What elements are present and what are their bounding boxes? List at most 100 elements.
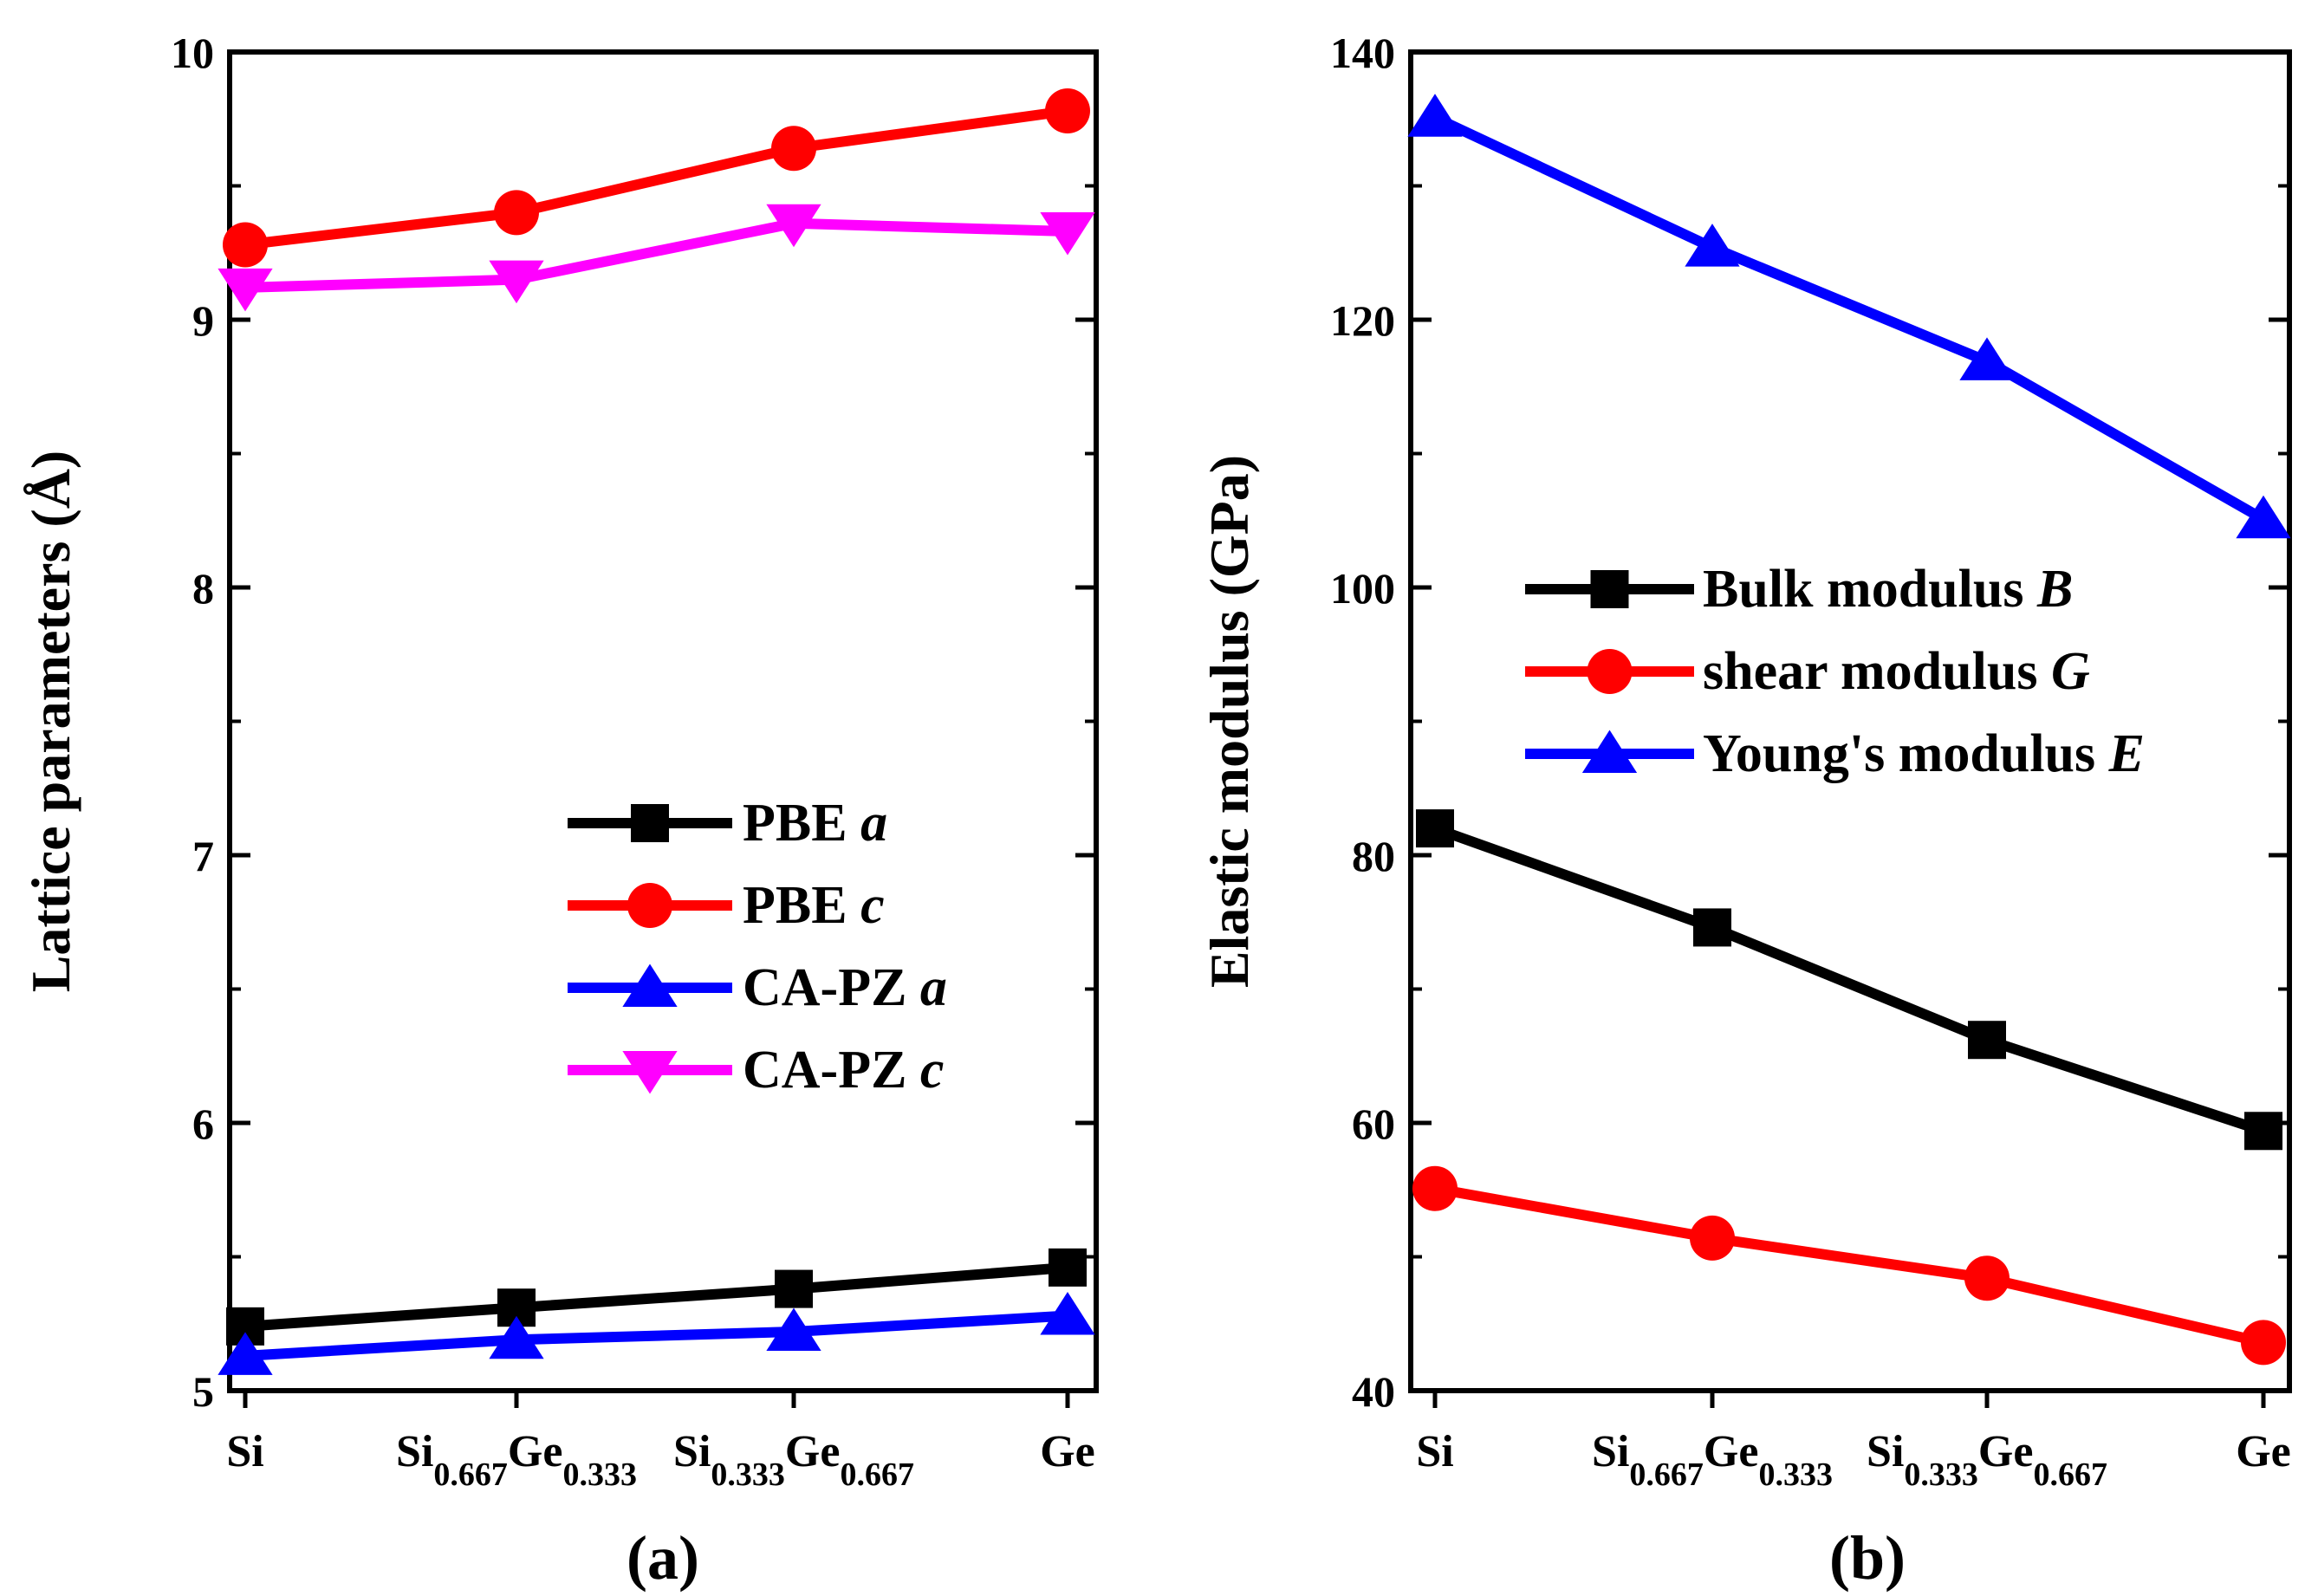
plot-frame (1408, 49, 2292, 1393)
legend-label: CA-PZ a (743, 958, 947, 1017)
y-tick-label: 5 (192, 1367, 214, 1416)
x-tick-text: Ge (2236, 1427, 2291, 1476)
x-tick-element: Ge (508, 1427, 563, 1476)
data-point (1416, 809, 1454, 848)
legend-label: PBE a (743, 794, 887, 853)
legend-swatch-marker (1590, 570, 1629, 608)
series-ca-pzc (218, 204, 1095, 312)
data-point (2244, 1112, 2282, 1151)
legend-label-var: c (920, 1041, 945, 1100)
legend-label-name: Bulk modulus (1703, 560, 2037, 619)
y-tick-label: 8 (192, 564, 214, 613)
data-point (218, 1332, 273, 1375)
x-tick-subscript: 0.333 (1758, 1457, 1833, 1493)
y-tick-label: 60 (1352, 1100, 1395, 1148)
x-tick-subscript: 0.333 (562, 1457, 637, 1493)
legend-label-name: PBE (743, 876, 860, 935)
legend-label-var: c (860, 876, 885, 935)
series-line (1432, 823, 2265, 1136)
legend-entry: Bulk modulus B (1525, 560, 2073, 619)
y-axis-title-close: ) (20, 451, 81, 469)
legend-swatch-marker (631, 804, 669, 842)
legend-label-name: PBE (743, 794, 860, 853)
x-tick-label: Si0.333Ge0.667 (1867, 1427, 2107, 1493)
legend-label: Bulk modulus B (1703, 560, 2073, 619)
legend-entry: Young's modulus E (1525, 724, 2145, 783)
data-point (2236, 495, 2291, 539)
y-tick-label: 7 (192, 832, 214, 880)
x-tick-element: Ge (785, 1427, 841, 1476)
x-tick-subscript: 0.667 (433, 1457, 508, 1493)
data-point (1040, 1291, 1095, 1335)
data-point (1407, 94, 1463, 137)
series-pbec (223, 88, 1090, 268)
data-point (494, 190, 539, 236)
legend-label-var: G (2051, 642, 2090, 701)
y-tick-label: 40 (1352, 1367, 1395, 1416)
y-axis-title: Lattice parameters (Å) (20, 451, 81, 993)
y-axis-title-text: Elastic modulus (GPa) (1198, 455, 1260, 988)
y-axis-title-text: Lattice parameters ( (20, 509, 81, 992)
x-tick-label: Si0.333Ge0.667 (673, 1427, 914, 1493)
legend-label-name: CA-PZ (743, 958, 920, 1017)
data-point (771, 126, 816, 172)
x-tick-subscript: 0.667 (2033, 1457, 2107, 1493)
data-point (1685, 224, 1740, 267)
legend-entry: shear modulus G (1525, 642, 2090, 701)
series-young-s-modulusE (1407, 94, 2291, 539)
series-bulk-modulusB (1416, 809, 2282, 1151)
data-point (223, 222, 268, 268)
data-point (2241, 1320, 2286, 1366)
data-point (489, 260, 544, 304)
legend-entry: CA-PZ a (568, 958, 947, 1017)
x-tick-subscript: 0.333 (1904, 1457, 1978, 1493)
data-point (766, 1307, 821, 1352)
series-line (244, 106, 1068, 250)
x-tick-element: Si (396, 1427, 433, 1476)
x-tick-label: Ge (1040, 1427, 1095, 1476)
x-tick-element: Si (1592, 1427, 1629, 1476)
panel-label: (b) (1829, 1523, 1906, 1593)
legend-swatch-marker (1581, 730, 1638, 773)
y-tick-label: 100 (1330, 564, 1395, 613)
series-line (244, 1262, 1068, 1332)
x-tick-label: Si (226, 1427, 263, 1476)
series-line (244, 1310, 1068, 1361)
legend-label-var: a (860, 794, 887, 853)
legend-label: Young's modulus E (1703, 724, 2145, 783)
series-line (1433, 1183, 2265, 1348)
data-point (766, 204, 821, 248)
legend-label: CA-PZ c (743, 1041, 944, 1100)
data-point (489, 1315, 544, 1359)
legend-label-name: CA-PZ (743, 1041, 920, 1100)
y-axis-title: Elastic modulus (GPa) (1198, 455, 1260, 988)
legend-entry: PBE a (568, 794, 887, 853)
y-tick-label: 6 (192, 1100, 214, 1148)
x-tick-label: Ge (2236, 1427, 2291, 1476)
x-tick-element: Ge (1704, 1427, 1759, 1476)
series-shear-modulusG (1412, 1165, 2286, 1366)
series-ca-pza (218, 1291, 1095, 1375)
data-point (1693, 908, 1731, 947)
x-tick-subscript: 0.667 (840, 1457, 914, 1493)
legend-label-var: B (2036, 560, 2073, 619)
x-tick-subscript: 0.333 (711, 1457, 785, 1493)
legend-label-var: a (920, 958, 947, 1017)
x-tick-label: Si (1416, 1427, 1453, 1476)
x-tick-text: Si (226, 1427, 263, 1476)
y-tick-label: 80 (1352, 832, 1395, 880)
x-tick-subscript: 0.667 (1629, 1457, 1704, 1493)
series-line (1432, 113, 2266, 524)
data-point (1412, 1165, 1458, 1211)
y-axis-title-unit: Å (20, 469, 81, 509)
x-tick-label: Si0.667Ge0.333 (1592, 1427, 1833, 1493)
legend-entry: CA-PZ c (568, 1041, 944, 1100)
data-point (1959, 337, 2015, 380)
legend-swatch-marker (622, 963, 678, 1007)
x-tick-element: Si (1867, 1427, 1904, 1476)
data-point (1049, 1248, 1087, 1287)
legend-swatch-marker (622, 1051, 678, 1094)
x-tick-text: Ge (1040, 1427, 1095, 1476)
